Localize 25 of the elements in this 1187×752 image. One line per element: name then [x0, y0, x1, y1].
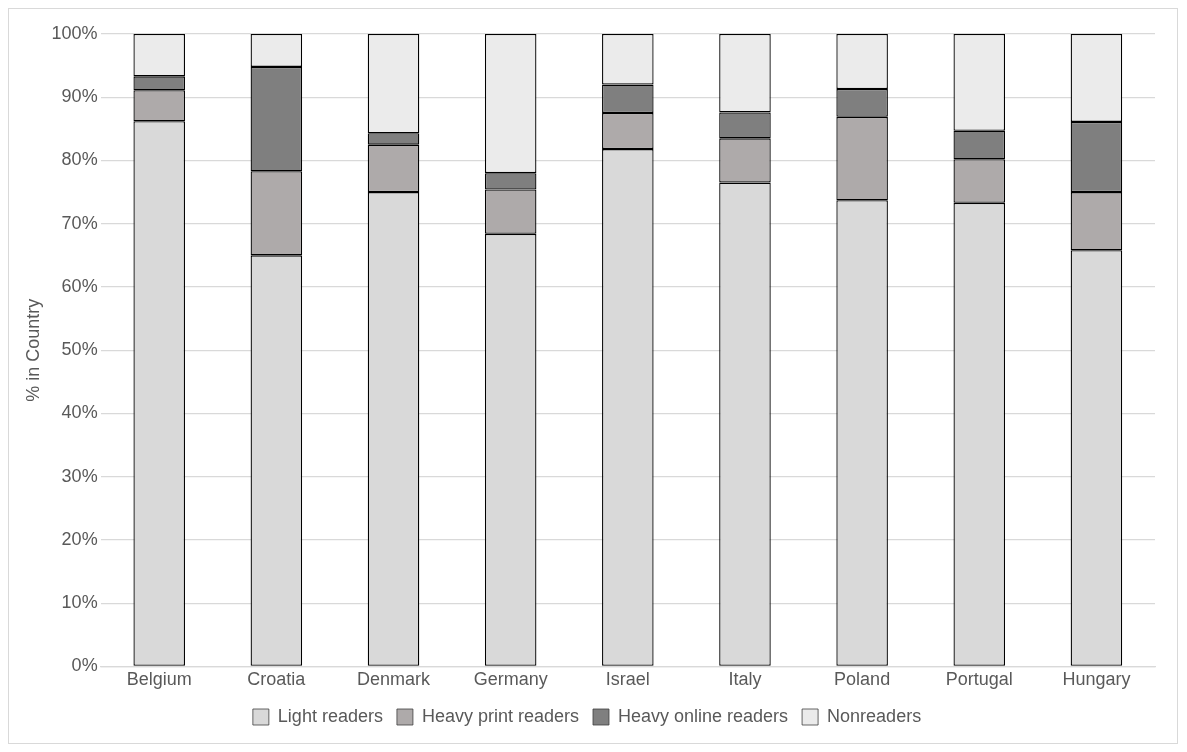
- legend-label: Heavy print readers: [421, 705, 579, 726]
- y-tick-label: 0%: [71, 655, 98, 676]
- y-tick-label: 20%: [61, 528, 98, 549]
- y-tick-label: 100%: [51, 22, 98, 43]
- x-tick-label: Belgium: [126, 669, 192, 690]
- y-tick-label: 90%: [61, 86, 98, 107]
- legend-label: Nonreaders: [827, 705, 922, 726]
- y-axis-title: % in Country: [22, 298, 43, 402]
- x-tick-label: Poland: [834, 669, 891, 690]
- x-tick-label: Portugal: [945, 669, 1013, 690]
- y-tick-label: 70%: [61, 212, 98, 233]
- y-tick-label: 10%: [61, 592, 98, 613]
- y-tick-label: 80%: [61, 149, 98, 170]
- legend-label: Heavy online readers: [617, 705, 789, 726]
- x-tick-label: Denmark: [357, 669, 432, 690]
- y-tick-label: 50%: [61, 339, 98, 360]
- x-tick-label: Germany: [473, 669, 548, 690]
- x-tick-label: Croatia: [247, 669, 307, 690]
- y-tick-label: 30%: [61, 465, 98, 486]
- y-tick-label: 40%: [61, 402, 98, 423]
- x-tick-label: Italy: [728, 669, 762, 690]
- x-tick-label: Hungary: [1062, 669, 1131, 690]
- y-tick-label: 60%: [61, 275, 98, 296]
- x-tick-label: Israel: [605, 669, 650, 690]
- legend-label: Light readers: [277, 705, 383, 726]
